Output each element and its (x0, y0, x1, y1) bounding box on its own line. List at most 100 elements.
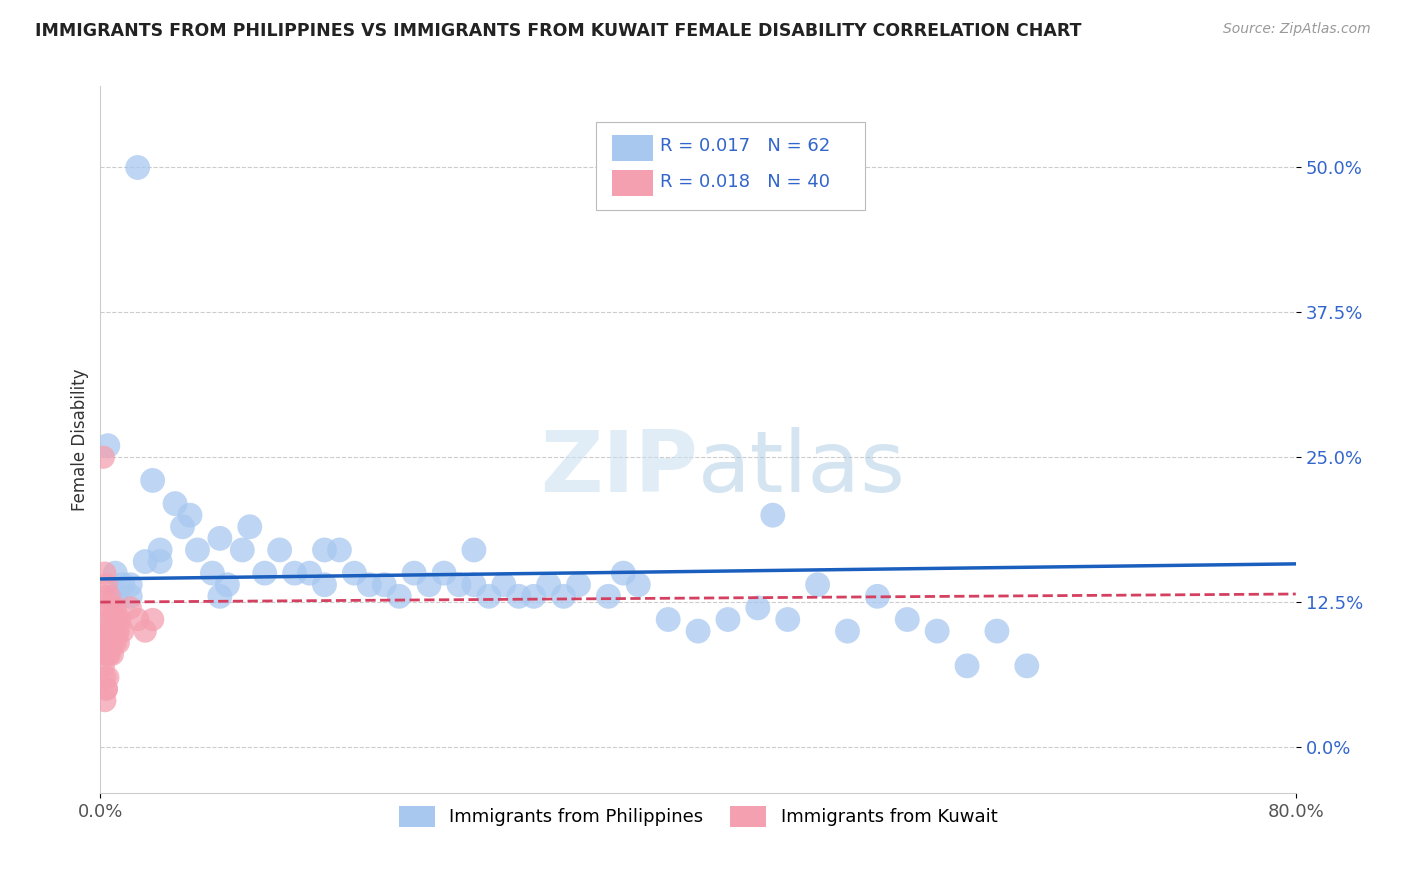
Point (492, 578, 515, 592)
Point (91, 658, 114, 673)
Point (537, 578, 560, 592)
Point (1015, 658, 1038, 673)
Point (239, 520, 262, 534)
Point (208, 590, 231, 604)
Point (314, 543, 336, 558)
Point (433, 566, 456, 581)
Point (627, 578, 650, 592)
Point (97, 439, 120, 453)
Point (96, 681, 118, 696)
Point (104, 590, 127, 604)
Point (94, 590, 117, 604)
Y-axis label: Female Disability: Female Disability (72, 368, 89, 511)
Point (134, 555, 156, 569)
Text: atlas: atlas (697, 426, 905, 509)
Point (149, 543, 172, 558)
Point (111, 624, 134, 638)
Point (284, 566, 307, 581)
Point (127, 161, 149, 175)
Point (986, 624, 1008, 638)
Point (418, 578, 440, 592)
Point (105, 624, 128, 638)
Point (101, 613, 124, 627)
Point (103, 624, 125, 638)
Point (172, 520, 194, 534)
Point (101, 635, 124, 649)
Point (896, 613, 918, 627)
Point (686, 624, 709, 638)
Point (314, 578, 336, 592)
Text: R = 0.017   N = 62: R = 0.017 N = 62 (659, 137, 830, 155)
Point (657, 613, 679, 627)
Point (96, 681, 118, 696)
Point (105, 613, 128, 627)
Point (142, 474, 165, 488)
Point (97, 601, 120, 615)
Point (927, 624, 949, 638)
Point (108, 613, 131, 627)
Point (553, 590, 575, 604)
Point (97, 613, 120, 627)
Point (776, 613, 799, 627)
Point (866, 590, 889, 604)
Point (96, 578, 118, 592)
Point (104, 601, 127, 615)
Point (567, 578, 589, 592)
Point (120, 590, 142, 604)
Point (837, 624, 859, 638)
Point (97, 647, 120, 661)
Point (717, 613, 740, 627)
Point (231, 543, 253, 558)
Point (747, 601, 769, 615)
Text: IMMIGRANTS FROM PHILIPPINES VS IMMIGRANTS FROM KUWAIT FEMALE DISABILITY CORRELAT: IMMIGRANTS FROM PHILIPPINES VS IMMIGRANT… (35, 22, 1081, 40)
Point (107, 635, 129, 649)
FancyBboxPatch shape (612, 170, 652, 196)
Point (100, 624, 122, 638)
Point (373, 578, 395, 592)
Point (208, 532, 231, 546)
Point (94, 670, 117, 684)
Point (97, 670, 120, 684)
Point (404, 566, 426, 581)
Point (142, 613, 165, 627)
Point (120, 601, 142, 615)
Point (217, 578, 239, 592)
Point (94, 566, 117, 581)
Point (807, 578, 830, 592)
Point (269, 543, 291, 558)
Point (120, 578, 142, 592)
Point (186, 543, 208, 558)
Point (101, 647, 124, 661)
Point (98, 635, 121, 649)
Point (165, 497, 187, 511)
Text: Source: ZipAtlas.com: Source: ZipAtlas.com (1223, 22, 1371, 37)
Point (298, 566, 321, 581)
Point (179, 508, 201, 523)
Point (343, 566, 366, 581)
Point (463, 543, 485, 558)
Point (253, 566, 276, 581)
Point (478, 590, 501, 604)
Point (94, 647, 117, 661)
Point (598, 590, 620, 604)
Legend: Immigrants from Philippines, Immigrants from Kuwait: Immigrants from Philippines, Immigrants … (391, 798, 1005, 834)
Point (104, 635, 127, 649)
Point (107, 624, 129, 638)
Point (612, 566, 634, 581)
Point (463, 578, 485, 592)
Point (96, 635, 118, 649)
Text: ZIP: ZIP (540, 426, 697, 509)
Point (98, 624, 121, 638)
Point (956, 658, 979, 673)
Point (91, 450, 114, 465)
FancyBboxPatch shape (612, 136, 652, 161)
Point (134, 624, 156, 638)
Point (100, 635, 122, 649)
Point (447, 578, 470, 592)
Point (523, 590, 546, 604)
Point (762, 508, 785, 523)
Point (94, 693, 117, 707)
Point (98, 590, 121, 604)
Point (328, 543, 350, 558)
Point (103, 613, 125, 627)
